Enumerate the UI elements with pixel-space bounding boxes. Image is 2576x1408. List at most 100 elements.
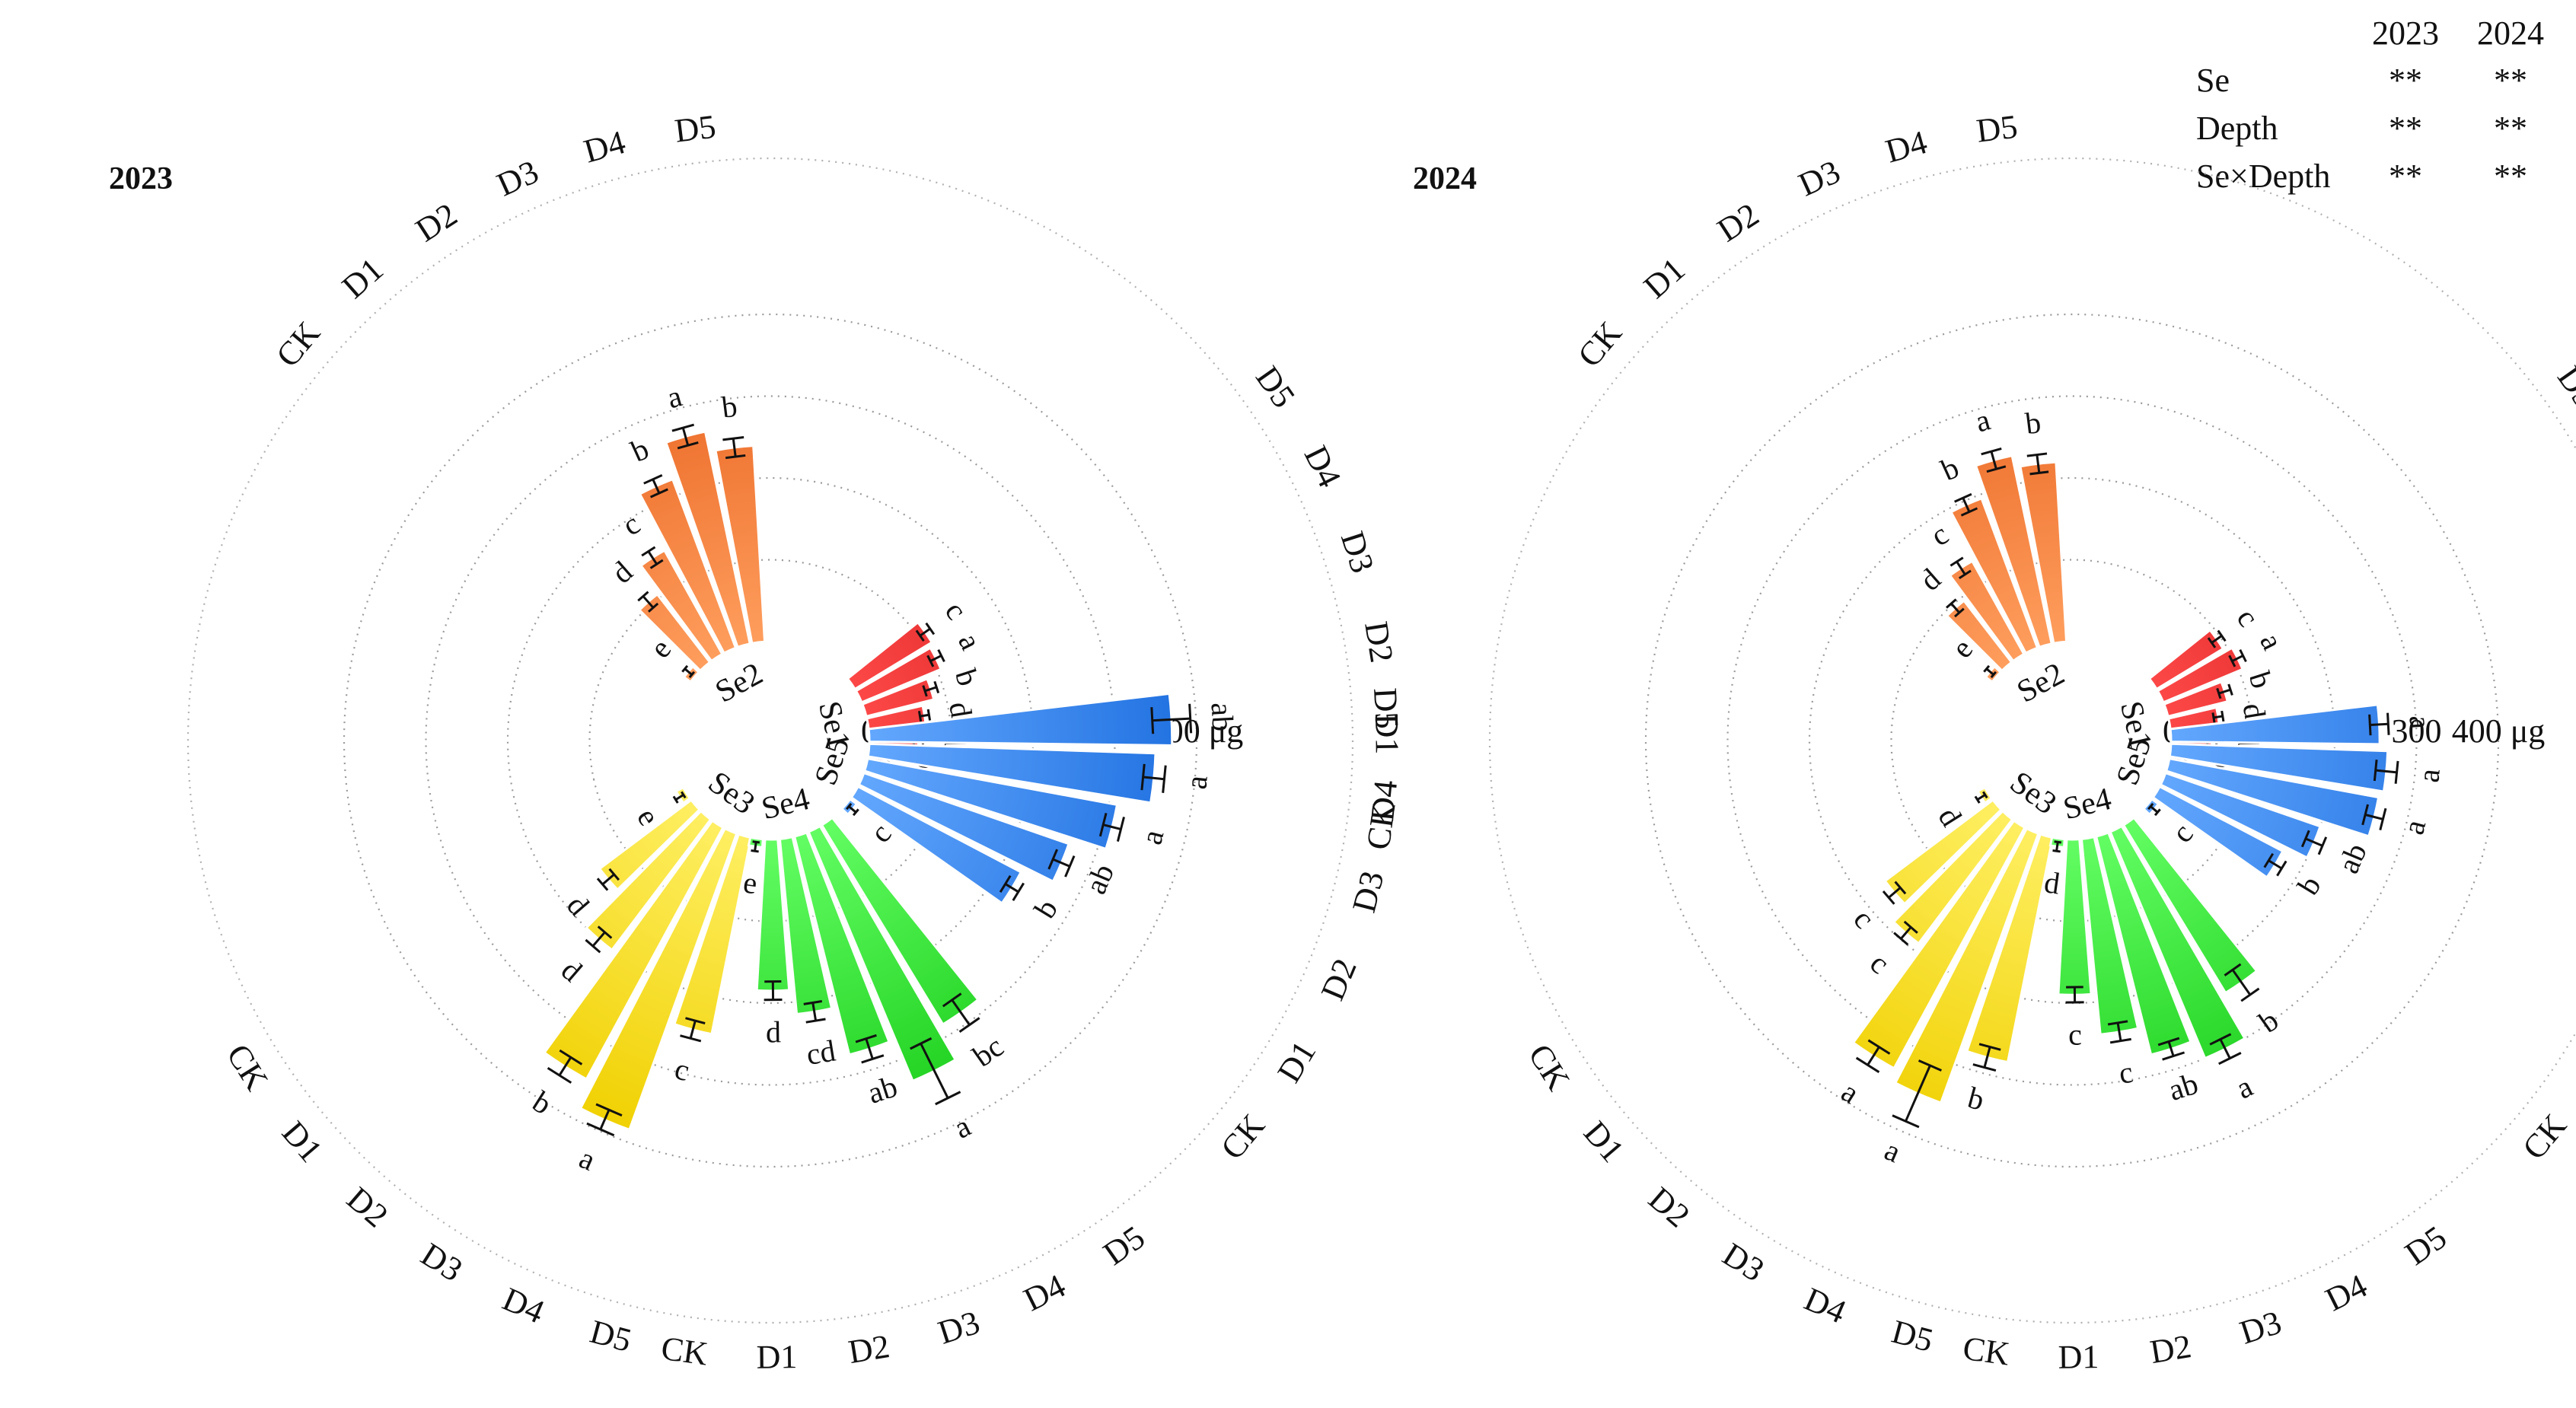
error-bar bbox=[558, 1056, 572, 1077]
error-bar bbox=[599, 1109, 611, 1130]
depth-label-d1: D1 bbox=[1368, 713, 1406, 754]
error-bar-cap bbox=[677, 441, 699, 450]
error-bar bbox=[1143, 776, 1165, 781]
error-bar-cap bbox=[559, 1049, 583, 1066]
bar-se1-d5 bbox=[2147, 628, 2225, 691]
significance-letter: ab bbox=[1204, 702, 1240, 732]
error-bar bbox=[591, 932, 606, 948]
bar-se4-d4 bbox=[807, 824, 958, 1083]
depth-label-d1: D1 bbox=[2058, 1338, 2099, 1376]
depth-label-d4: D4 bbox=[1297, 440, 1349, 493]
significance-letter: b bbox=[719, 389, 738, 425]
error-bar-cap bbox=[1960, 507, 1978, 517]
error-bar bbox=[919, 627, 931, 637]
bar-se2-d5 bbox=[714, 444, 767, 645]
depth-label-d2: D2 bbox=[1710, 196, 1765, 249]
error-bar-cap bbox=[2221, 710, 2225, 722]
significance-letter: b bbox=[2252, 1002, 2284, 1039]
error-bar-cap bbox=[917, 711, 923, 722]
significance-letter: b bbox=[1964, 1080, 1988, 1117]
error-bar-cap bbox=[1162, 765, 1167, 793]
error-bar bbox=[674, 794, 684, 801]
depth-label-ck: CK bbox=[269, 314, 327, 374]
error-bar bbox=[1962, 497, 1971, 512]
group-label-se3: Se3 bbox=[2004, 765, 2063, 821]
significance-letter: d bbox=[1913, 562, 1947, 597]
bar-se2-d4 bbox=[664, 430, 751, 649]
error-bar-cap bbox=[585, 938, 601, 954]
chart-title-2024: 2024 bbox=[1413, 161, 1477, 196]
error-bar-cap bbox=[722, 436, 744, 441]
error-bar-cap bbox=[1150, 707, 1155, 734]
bar-se5-d4 bbox=[2168, 742, 2389, 793]
stats-depth-2024: ** bbox=[2494, 110, 2527, 147]
error-bar-cap bbox=[922, 685, 928, 697]
significance-letter: ab bbox=[863, 1069, 901, 1110]
significance-letter: b bbox=[626, 432, 654, 469]
error-bar bbox=[689, 1020, 697, 1039]
error-bar-cap bbox=[1950, 556, 1964, 567]
bar-se5-d3 bbox=[862, 757, 1119, 851]
depth-label-ck: CK bbox=[659, 1330, 711, 1373]
depth-label-d2: D2 bbox=[1641, 1180, 1697, 1234]
bar-se3-d3 bbox=[1851, 819, 2027, 1070]
significance-letter: d bbox=[555, 952, 589, 988]
depth-label-d5: D5 bbox=[1248, 359, 1302, 414]
error-bar-cap bbox=[852, 808, 859, 817]
radial-tick-label: 300 bbox=[2392, 712, 2442, 750]
depth-label-d3: D3 bbox=[934, 1304, 984, 1352]
error-bar-cap bbox=[942, 992, 962, 1008]
error-bar-cap bbox=[2157, 1037, 2180, 1046]
error-bar-cap bbox=[2276, 860, 2287, 877]
depth-label-d4: D4 bbox=[1799, 1280, 1851, 1330]
bar-se1-d3 bbox=[861, 677, 936, 718]
error-bar-cap bbox=[2394, 760, 2399, 784]
error-bar-cap bbox=[688, 671, 696, 679]
error-bar-cap bbox=[2029, 470, 2049, 476]
significance-letter: b bbox=[1936, 450, 1964, 487]
error-bar-cap bbox=[1012, 882, 1025, 901]
stats-interaction-2023: ** bbox=[2389, 158, 2422, 195]
error-bar-cap bbox=[2263, 852, 2275, 868]
depth-label-ck: CK bbox=[1360, 801, 1403, 852]
significance-letter: c bbox=[616, 506, 646, 542]
bar-se5-d4 bbox=[866, 742, 1157, 804]
bar-se5-d1 bbox=[850, 785, 1023, 905]
depth-label-d4: D4 bbox=[2319, 1267, 2373, 1319]
bar-se5-d5 bbox=[2169, 703, 2381, 746]
bar-se2-d4 bbox=[1974, 454, 2053, 649]
grid-ring-400 bbox=[343, 313, 1198, 1168]
stats-depth-2023: ** bbox=[2389, 110, 2422, 147]
error-bar-cap bbox=[547, 1067, 572, 1084]
error-bar-cap bbox=[933, 680, 940, 694]
error-bar-cap bbox=[1986, 465, 2007, 473]
error-bar-cap bbox=[805, 1018, 826, 1024]
error-bar bbox=[1005, 883, 1019, 894]
error-bar-cap bbox=[725, 454, 746, 460]
significance-letter: b bbox=[948, 665, 986, 690]
error-bar-cap bbox=[671, 423, 695, 432]
significance-letter: d bbox=[560, 888, 596, 922]
error-bar-cap bbox=[2224, 963, 2242, 976]
error-bar bbox=[2231, 969, 2252, 996]
bar-se5-d1 bbox=[2151, 785, 2284, 879]
bar-se4-d3 bbox=[2094, 831, 2192, 1056]
error-bar-cap bbox=[2107, 1020, 2128, 1026]
significance-letter: b bbox=[527, 1084, 558, 1121]
error-bar-cap bbox=[2240, 987, 2260, 1002]
error-bar bbox=[2370, 722, 2389, 726]
error-bar-cap bbox=[2317, 836, 2328, 855]
error-bar-cap bbox=[2109, 1037, 2131, 1044]
error-bar bbox=[2305, 837, 2323, 847]
error-bar-cap bbox=[926, 655, 935, 667]
error-bar bbox=[811, 1002, 818, 1021]
stats-interaction-2024: ** bbox=[2494, 158, 2527, 195]
error-bar-cap bbox=[1188, 703, 1193, 734]
significance-letter: c bbox=[1863, 946, 1896, 981]
error-bar-cap bbox=[608, 868, 620, 881]
error-bar-cap bbox=[1894, 881, 1907, 895]
depth-label-d5: D5 bbox=[2399, 1218, 2453, 1273]
error-bar-cap bbox=[637, 591, 649, 602]
error-bar bbox=[848, 805, 857, 814]
error-bar-cap bbox=[1918, 1059, 1942, 1072]
